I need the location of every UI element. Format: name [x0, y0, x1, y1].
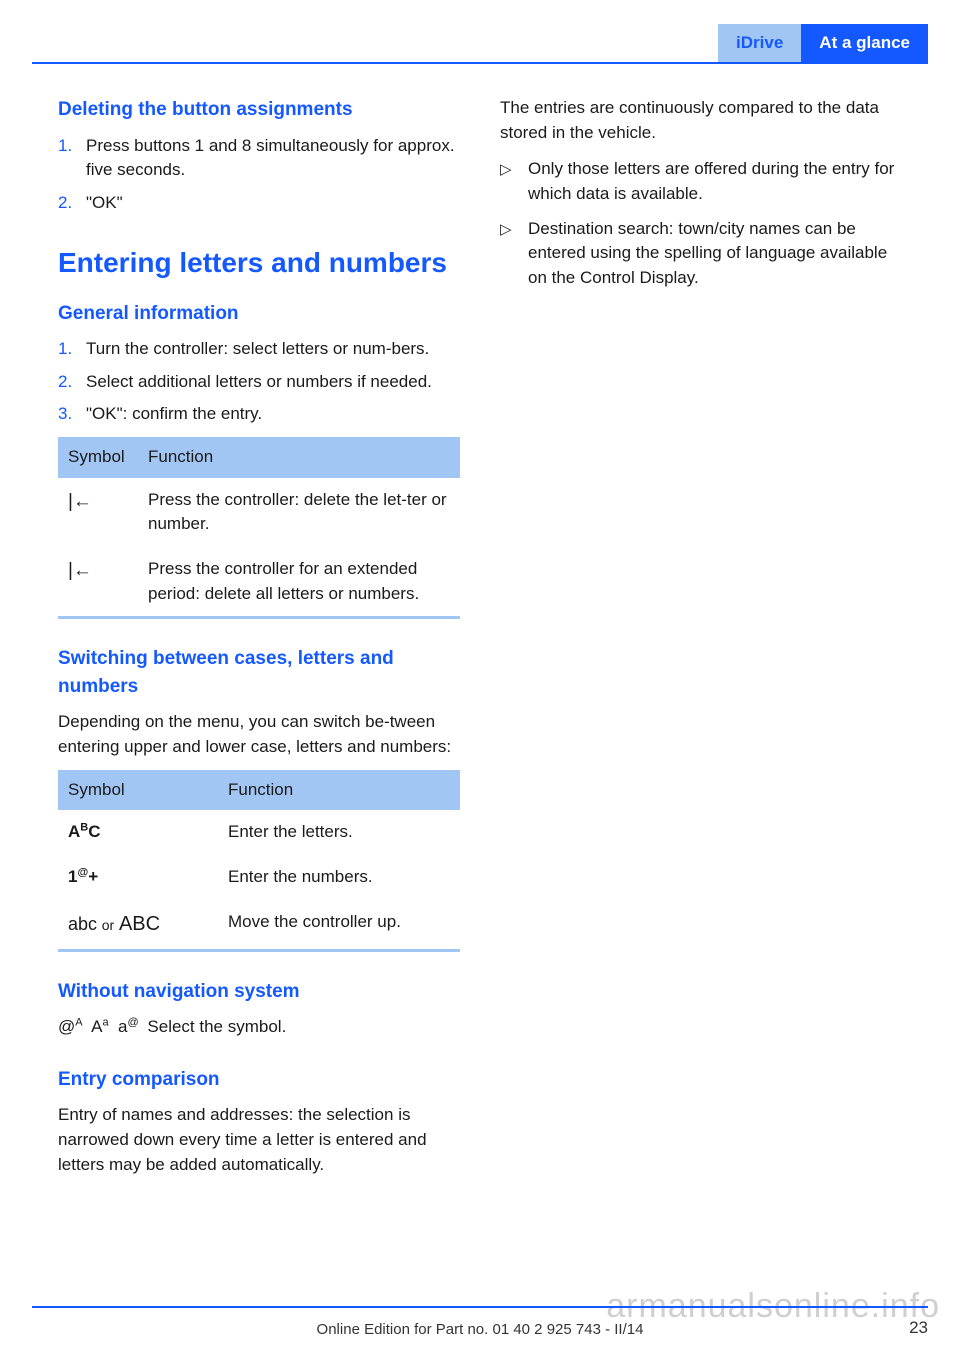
list-deleting: 1.Press buttons 1 and 8 simultaneously f… — [58, 134, 460, 216]
select-symbol-icon: @A Aa a@ — [58, 1017, 139, 1036]
list-text: Press buttons 1 and 8 simultaneously for… — [86, 134, 460, 183]
triangle-bullet-icon: ▷ — [500, 217, 528, 291]
list-number: 2. — [58, 191, 86, 216]
list-text: "OK" — [86, 191, 123, 216]
heading-entering: Entering letters and numbers — [58, 247, 460, 279]
header-tab-idrive: iDrive — [718, 24, 801, 62]
heading-general-info: General information — [58, 300, 460, 328]
column-left: Deleting the button assignments 1.Press … — [58, 96, 460, 1252]
numbers-icon: 1@+ — [68, 867, 98, 886]
paragraph-right-lead: The entries are continuously compared to… — [500, 96, 902, 145]
bullet-list-right: ▷Only those letters are offered during t… — [500, 157, 902, 290]
without-nav-line: @A Aa a@ Select the symbol. — [58, 1015, 460, 1040]
list-item: 1.Turn the controller: select letters or… — [58, 337, 460, 362]
list-text: Destination search: town/city names can … — [528, 217, 902, 291]
delete-arrow-icon: |← — [68, 491, 92, 512]
paragraph-entry-comparison: Entry of names and addresses: the select… — [58, 1103, 460, 1177]
list-text: Select additional letters or numbers if … — [86, 370, 432, 395]
delete-arrow-icon: |← — [68, 560, 92, 581]
list-item: 3."OK": confirm the entry. — [58, 402, 460, 427]
table-row: ABC Enter the letters. — [58, 810, 460, 855]
footer-center-text: Online Edition for Part no. 01 40 2 925 … — [0, 1321, 960, 1338]
heading-deleting: Deleting the button assignments — [58, 96, 460, 124]
list-item: 2."OK" — [58, 191, 460, 216]
table-col-function: Function — [138, 437, 460, 478]
symbol-cell: |← — [58, 478, 138, 547]
list-text: "OK": confirm the entry. — [86, 402, 262, 427]
header-tabs: iDrive At a glance — [718, 24, 928, 62]
content-columns: Deleting the button assignments 1.Press … — [58, 96, 902, 1252]
symbol-cell: abc or ABC — [58, 900, 218, 951]
function-cell: Enter the letters. — [218, 810, 460, 855]
symbol-cell: 1@+ — [58, 855, 218, 900]
function-cell: Press the controller for an extended per… — [138, 547, 460, 618]
list-item: ▷Destination search: town/city names can… — [500, 217, 902, 291]
triangle-bullet-icon: ▷ — [500, 157, 528, 206]
list-number: 2. — [58, 370, 86, 395]
header-tab-glance: At a glance — [801, 24, 928, 62]
heading-without-nav: Without navigation system — [58, 978, 460, 1006]
list-general: 1.Turn the controller: select letters or… — [58, 337, 460, 427]
list-number: 1. — [58, 134, 86, 183]
list-number: 1. — [58, 337, 86, 362]
header-rule — [32, 62, 928, 64]
footer-rule — [32, 1306, 928, 1308]
list-number: 3. — [58, 402, 86, 427]
table-header-row: Symbol Function — [58, 437, 460, 478]
function-cell: Press the controller: delete the let‐ter… — [138, 478, 460, 547]
list-item: 2.Select additional letters or numbers i… — [58, 370, 460, 395]
heading-entry-comparison: Entry comparison — [58, 1066, 460, 1094]
letters-icon: ABC — [68, 822, 101, 841]
symbol-cell: ABC — [58, 810, 218, 855]
table-col-function: Function — [218, 770, 460, 811]
without-nav-text: Select the symbol. — [147, 1017, 286, 1036]
list-item: ▷Only those letters are offered during t… — [500, 157, 902, 206]
function-cell: Move the controller up. — [218, 900, 460, 951]
list-item: 1.Press buttons 1 and 8 simultaneously f… — [58, 134, 460, 183]
paragraph-switching-lead: Depending on the menu, you can switch be… — [58, 710, 460, 759]
case-toggle-icon: abc or ABC — [68, 915, 160, 934]
list-text: Only those letters are offered during th… — [528, 157, 902, 206]
heading-switching: Switching between cases, letters and num… — [58, 645, 460, 700]
column-right: The entries are continuously compared to… — [500, 96, 902, 1252]
function-cell: Enter the numbers. — [218, 855, 460, 900]
table-col-symbol: Symbol — [58, 437, 138, 478]
list-text: Turn the controller: select letters or n… — [86, 337, 429, 362]
table-header-row: Symbol Function — [58, 770, 460, 811]
table-row: 1@+ Enter the numbers. — [58, 855, 460, 900]
table-row: |← Press the controller: delete the let‐… — [58, 478, 460, 547]
symbol-cell: |← — [58, 547, 138, 618]
table-row: abc or ABC Move the controller up. — [58, 900, 460, 951]
table-row: |← Press the controller for an extended … — [58, 547, 460, 618]
table-symbol-function-2: Symbol Function ABC Enter the letters. 1… — [58, 770, 460, 952]
table-symbol-function-1: Symbol Function |← Press the controller:… — [58, 437, 460, 619]
table-col-symbol: Symbol — [58, 770, 218, 811]
